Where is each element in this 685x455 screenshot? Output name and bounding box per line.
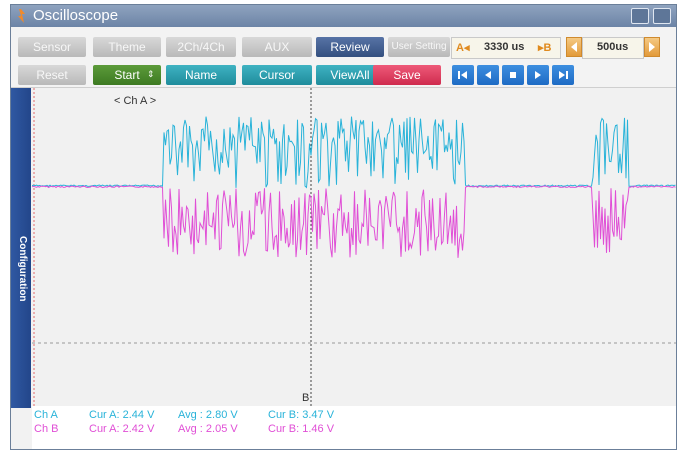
review-button[interactable]: Review [316, 37, 384, 57]
sensor-button[interactable]: Sensor [18, 37, 86, 57]
play-back-icon [485, 71, 491, 79]
window-title: Oscilloscope [33, 7, 119, 24]
configuration-sidebar[interactable]: Configuration [11, 88, 31, 408]
cursor-a-marker: A◂ [456, 42, 470, 54]
stop-button[interactable] [502, 65, 524, 85]
play-icon [535, 71, 541, 79]
waveform-canvas: < Ch A > B [31, 88, 676, 406]
oscilloscope-app-icon [18, 9, 25, 23]
name-button[interactable]: Name [166, 65, 236, 85]
stop-icon [510, 72, 516, 78]
window-menu-icon[interactable] [653, 8, 671, 24]
triangle-left-icon [571, 42, 577, 52]
channel-label: < Ch A > [114, 95, 156, 107]
theme-button[interactable]: Theme [93, 37, 161, 57]
channel-b-trace [31, 185, 676, 258]
ch-b-cur-b: Cur B: 1.46 V [268, 423, 335, 435]
start-button[interactable]: Start ⇕ [93, 65, 161, 85]
timebase-value: 500us [597, 41, 629, 53]
measurement-readout: Ch A Cur A: 2.44 V Avg : 2.80 V Cur B: 3… [32, 406, 676, 449]
ch-a-cur-b: Cur B: 3.47 V [268, 409, 335, 421]
next-frame-button[interactable] [527, 65, 549, 85]
last-frame-button[interactable] [552, 65, 574, 85]
window-layout-icon[interactable] [631, 8, 649, 24]
start-label: Start [114, 68, 140, 82]
cursor-button[interactable]: Cursor [242, 65, 312, 85]
ch-a-name: Ch A [34, 409, 58, 421]
cursor-b-marker: ▸B [538, 42, 552, 54]
ch-b-cur-a: Cur A: 2.42 V [89, 423, 155, 435]
toolbar: Sensor Theme 2Ch/4Ch AUX Review User Set… [11, 27, 676, 88]
oscilloscope-window: Oscilloscope Sensor Theme 2Ch/4Ch AUX Re… [10, 4, 677, 450]
channel-mode-button[interactable]: 2Ch/4Ch [166, 37, 236, 57]
aux-button[interactable]: AUX [242, 37, 312, 57]
previous-frame-button[interactable] [477, 65, 499, 85]
waveform-plot[interactable]: < Ch A > B [31, 88, 676, 406]
ch-a-cur-a: Cur A: 2.44 V [89, 409, 155, 421]
cursor-b-label: B [302, 392, 309, 404]
viewall-button[interactable]: ViewAll [316, 65, 384, 85]
ch-a-avg: Avg : 2.80 V [178, 409, 238, 421]
reset-button[interactable]: Reset [18, 65, 86, 85]
timebase-box: 500us [582, 37, 644, 59]
ch-b-avg: Avg : 2.05 V [178, 423, 238, 435]
skip-forward-icon [559, 71, 568, 79]
triangle-right-icon [649, 42, 655, 52]
first-frame-button[interactable] [452, 65, 474, 85]
spinner-icon: ⇕ [147, 69, 155, 79]
ch-b-name: Ch B [34, 423, 59, 435]
save-button[interactable]: Save [373, 65, 441, 85]
timebase-decrease-button[interactable] [566, 37, 582, 57]
title-bar: Oscilloscope [11, 5, 676, 27]
configuration-label: Configuration [17, 236, 28, 302]
skip-back-icon [458, 71, 467, 79]
user-setting-button[interactable]: User Setting [388, 37, 450, 57]
channel-a-trace [31, 116, 676, 189]
timebase-increase-button[interactable] [644, 37, 660, 57]
cursor-time-box[interactable]: A◂ 3330 us ▸B [451, 37, 561, 59]
cursor-time-value: 3330 us [484, 41, 525, 53]
